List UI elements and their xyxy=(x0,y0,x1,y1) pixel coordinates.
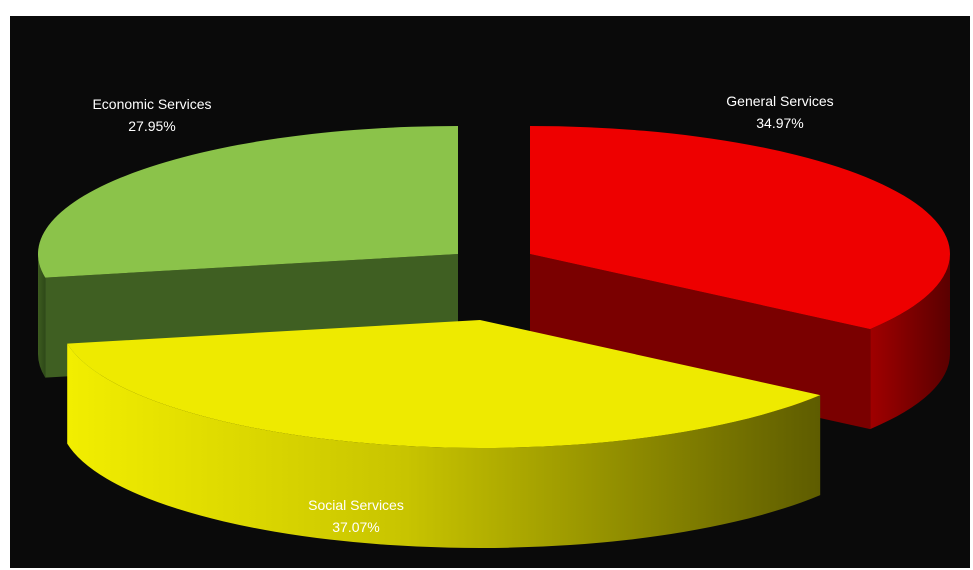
pie-slice-group xyxy=(67,343,821,548)
slice-value-label: 27.95% xyxy=(128,118,175,134)
pie-slice-top xyxy=(37,126,458,278)
pie-slice-top xyxy=(67,320,821,449)
pie-slice-group xyxy=(530,254,950,430)
slice-name-label: Social Services xyxy=(308,497,404,513)
pie-slice-wall xyxy=(530,254,871,430)
slice-name-label: General Services xyxy=(726,93,833,109)
pie-slice-side xyxy=(38,254,46,378)
pie-slice-side xyxy=(870,254,950,430)
slice-name-label: Economic Services xyxy=(92,96,211,112)
slice-value-label: 34.97% xyxy=(756,115,803,131)
pie-slice-top xyxy=(530,126,950,330)
slice-value-label: 37.07% xyxy=(332,519,379,535)
pie-slice-side xyxy=(67,343,821,548)
